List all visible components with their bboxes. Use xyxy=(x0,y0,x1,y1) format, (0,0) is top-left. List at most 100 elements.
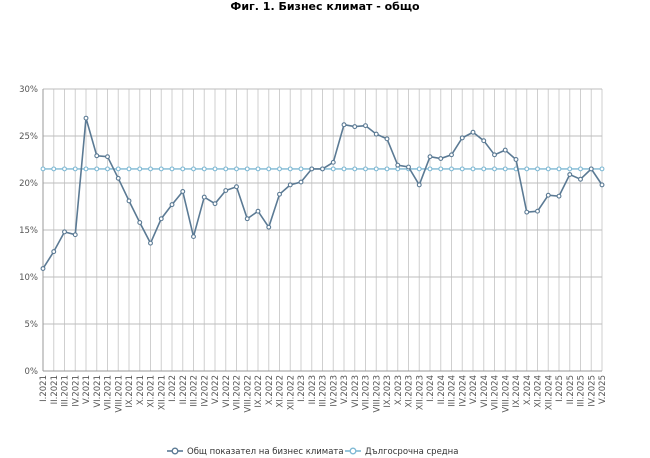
x-tick-label: II.2025 xyxy=(566,375,576,404)
y-tick-label: 20% xyxy=(19,179,38,189)
data-point-business-climate xyxy=(341,122,347,128)
data-point-business-climate xyxy=(363,123,368,129)
data-point-long-term-average xyxy=(137,166,143,172)
data-point-long-term-average xyxy=(158,166,164,172)
data-point-business-climate xyxy=(309,166,315,172)
data-point-long-term-average xyxy=(567,166,573,172)
data-point-long-term-average xyxy=(40,166,46,172)
x-tick-label: II.2021 xyxy=(50,375,60,404)
data-point-business-climate xyxy=(201,194,207,200)
data-point-business-climate xyxy=(72,232,78,238)
data-point-business-climate xyxy=(62,229,67,235)
data-point-long-term-average xyxy=(449,166,454,172)
data-point-long-term-average xyxy=(287,166,293,172)
data-point-business-climate xyxy=(320,166,325,172)
data-point-long-term-average xyxy=(72,166,78,172)
legend-business-climate-label: Общ показател на бизнес климата xyxy=(187,447,344,457)
data-point-long-term-average xyxy=(148,166,153,172)
y-tick-label: 0% xyxy=(25,367,39,377)
data-point-business-climate xyxy=(158,216,164,222)
chart-title: Фиг. 1. Бизнес климат - общо xyxy=(230,0,420,13)
x-tick-label: VII.2024 xyxy=(491,375,501,410)
x-tick-label: VIII.2022 xyxy=(243,375,253,413)
data-point-business-climate xyxy=(427,154,433,160)
x-tick-label: II.2023 xyxy=(308,375,318,404)
x-tick-label: IV.2023 xyxy=(329,375,339,407)
x-tick-label: VI.2021 xyxy=(93,375,103,408)
y-tick-label: 30% xyxy=(19,85,38,95)
x-tick-label: VII.2022 xyxy=(233,375,243,410)
data-point-long-term-average xyxy=(427,166,433,172)
data-point-long-term-average xyxy=(169,166,175,172)
data-point-business-climate xyxy=(180,189,186,194)
data-point-business-climate xyxy=(535,208,540,214)
x-tick-label: V.2024 xyxy=(469,375,479,404)
data-point-business-climate xyxy=(115,175,121,181)
data-point-business-climate xyxy=(105,154,110,160)
x-tick-label: IX.2022 xyxy=(254,375,264,408)
data-point-long-term-average xyxy=(234,166,239,172)
data-point-business-climate xyxy=(212,201,218,207)
data-point-long-term-average xyxy=(578,166,583,172)
data-point-business-climate xyxy=(287,182,293,188)
data-point-business-climate xyxy=(244,216,250,222)
x-tick-label: III.2023 xyxy=(319,375,329,407)
data-point-business-climate xyxy=(492,152,497,158)
x-tick-label: X.2022 xyxy=(265,375,275,405)
x-tick-label: XI.2021 xyxy=(147,375,157,408)
data-point-long-term-average xyxy=(330,166,336,172)
data-point-business-climate xyxy=(169,202,175,208)
data-point-long-term-average xyxy=(492,166,497,172)
x-tick-label: III.2024 xyxy=(448,375,458,407)
y-tick-label: 15% xyxy=(19,226,38,236)
data-point-long-term-average xyxy=(352,166,358,172)
x-tick-label: II.2022 xyxy=(179,375,189,404)
data-point-long-term-average xyxy=(556,166,562,172)
data-point-business-climate xyxy=(556,193,562,199)
legend-long-term-average-marker xyxy=(349,447,357,455)
data-point-business-climate xyxy=(148,240,153,246)
data-point-business-climate xyxy=(395,162,401,168)
data-point-business-climate xyxy=(40,266,46,271)
x-tick-label: V.2022 xyxy=(211,375,221,404)
data-point-business-climate xyxy=(578,176,583,182)
x-tick-label: I.2021 xyxy=(39,375,49,402)
x-tick-label: IV.2022 xyxy=(200,375,210,407)
data-point-business-climate xyxy=(298,179,304,185)
data-point-long-term-average xyxy=(51,166,57,172)
data-point-long-term-average xyxy=(191,166,196,172)
data-point-long-term-average xyxy=(524,166,530,172)
x-tick-label: VIII.2021 xyxy=(114,375,124,413)
data-point-long-term-average xyxy=(363,166,368,172)
data-point-long-term-average xyxy=(62,166,67,172)
data-point-business-climate xyxy=(416,182,422,188)
x-tick-label: VI.2022 xyxy=(222,375,232,408)
x-tick-label: VIII.2023 xyxy=(372,375,382,413)
x-tick-label: IX.2024 xyxy=(512,375,522,408)
data-point-business-climate xyxy=(94,153,100,159)
data-point-business-climate xyxy=(126,198,132,204)
data-point-business-climate xyxy=(470,129,476,135)
data-point-long-term-average xyxy=(115,166,121,172)
data-point-long-term-average xyxy=(502,166,508,172)
x-tick-label: I.2025 xyxy=(555,375,565,402)
x-tick-label: VII.2021 xyxy=(104,375,114,410)
data-point-long-term-average xyxy=(83,166,89,172)
data-point-business-climate xyxy=(191,234,196,240)
y-tick-label: 5% xyxy=(25,320,39,330)
data-point-business-climate xyxy=(567,172,573,177)
x-tick-label: I.2022 xyxy=(168,375,178,402)
x-tick-label: IX.2021 xyxy=(125,375,135,408)
data-point-long-term-average xyxy=(298,166,304,172)
data-point-business-climate xyxy=(266,224,272,230)
x-tick-label: IX.2023 xyxy=(383,375,393,408)
x-tick-label: XI.2023 xyxy=(405,375,415,408)
x-tick-label: VI.2024 xyxy=(480,375,490,408)
x-tick-label: X.2021 xyxy=(136,375,146,405)
data-point-long-term-average xyxy=(266,166,272,172)
y-tick-label: 25% xyxy=(19,132,38,142)
x-tick-label: I.2024 xyxy=(426,375,436,402)
data-point-business-climate xyxy=(83,115,89,121)
data-point-long-term-average xyxy=(545,166,551,172)
